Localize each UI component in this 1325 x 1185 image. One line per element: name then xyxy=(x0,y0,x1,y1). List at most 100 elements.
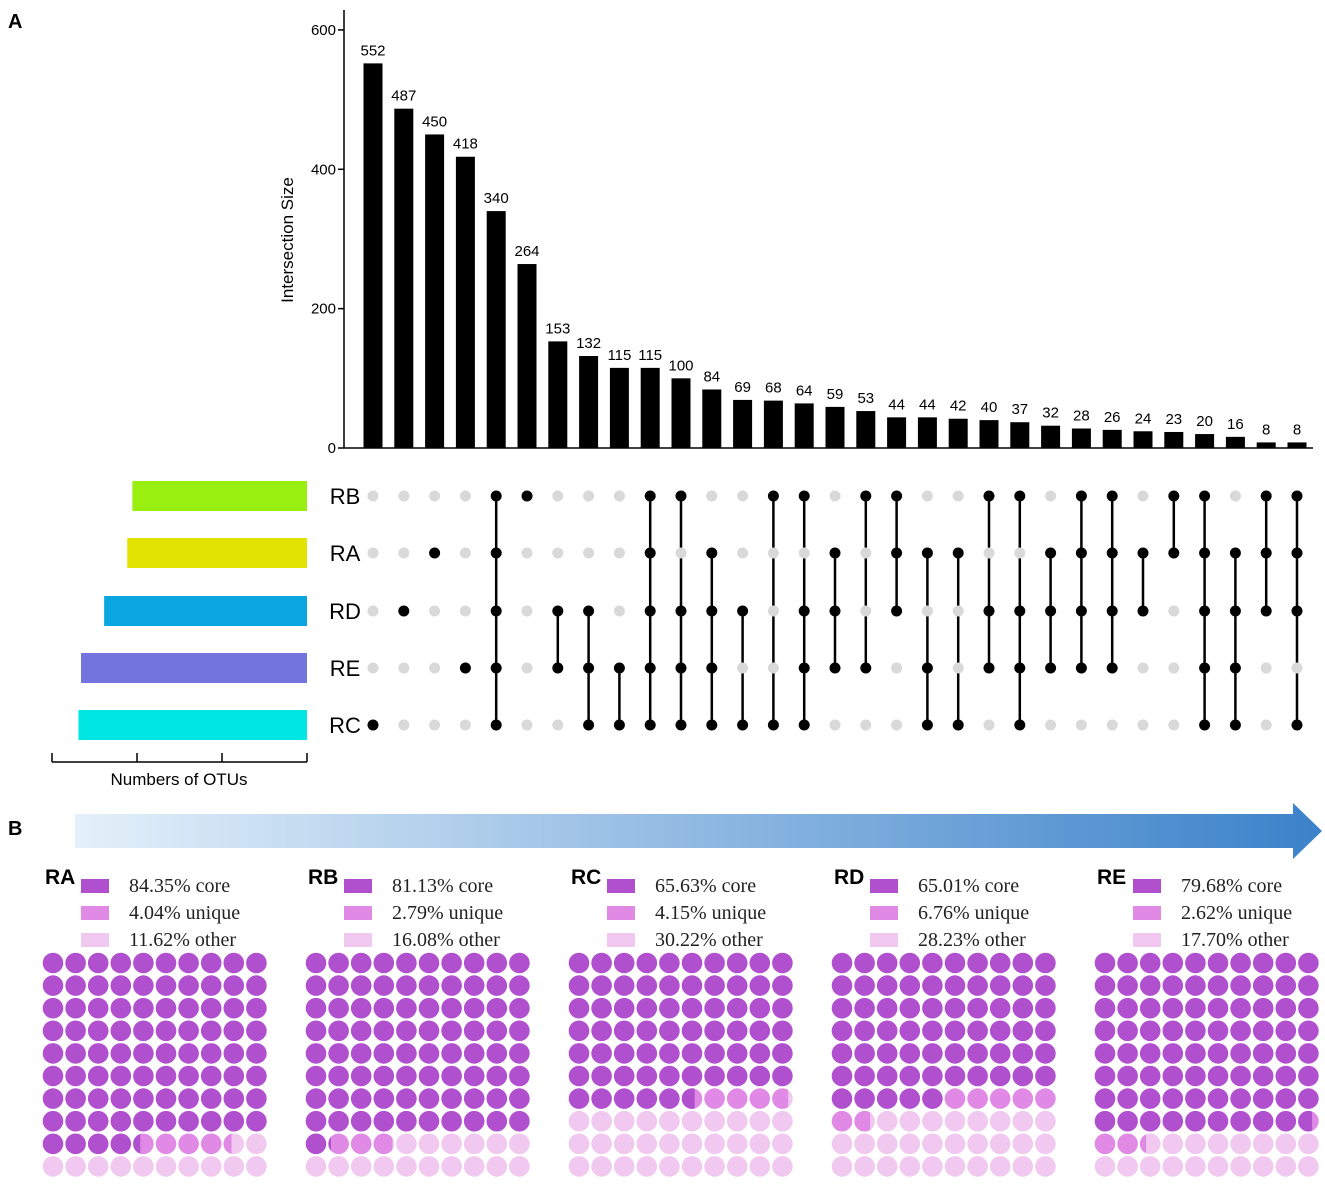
intersection-bar xyxy=(579,356,599,448)
inactive-dot xyxy=(1045,490,1057,502)
intersection-bar xyxy=(609,367,629,448)
active-dot xyxy=(1229,719,1241,731)
active-dot xyxy=(829,662,841,674)
waffle-dot-core xyxy=(178,1065,199,1087)
waffle-dot-core xyxy=(441,1088,462,1109)
waffle-dot-core xyxy=(772,997,793,1019)
waffle-dot-other xyxy=(636,1110,658,1132)
waffle-dot-split-part xyxy=(944,1096,945,1101)
waffle-dot-core xyxy=(568,1043,590,1064)
active-dot xyxy=(490,605,502,617)
waffle-dot-split-part xyxy=(223,1133,232,1154)
bar-value-label: 68 xyxy=(765,380,782,397)
bar-value-label: 24 xyxy=(1135,410,1152,427)
waffle-dot-core xyxy=(155,1088,177,1109)
waffle-dot-core xyxy=(1298,1043,1319,1064)
waffle-dot-other xyxy=(87,1156,109,1177)
waffle-dot-core xyxy=(1117,1110,1138,1132)
bar-value-label: 487 xyxy=(391,88,416,105)
waffle-dot-core xyxy=(1185,1110,1206,1132)
waffle-dot-core xyxy=(568,1020,590,1042)
waffle-dot-core xyxy=(726,975,748,996)
waffle-dot-core xyxy=(42,1110,64,1132)
set-label-ra: RA xyxy=(330,541,361,566)
waffle-dot-core xyxy=(831,1065,853,1087)
waffle-dot-other xyxy=(726,1156,748,1177)
waffle-dot-core xyxy=(831,1020,853,1042)
waffle-dot-other xyxy=(876,1110,898,1132)
waffle-dot-other xyxy=(854,1133,875,1155)
intersection-bar xyxy=(763,400,783,448)
waffle-dot-core xyxy=(726,1065,748,1087)
bar-value-label: 44 xyxy=(919,396,936,413)
waffle-dot-unique xyxy=(749,1088,771,1109)
waffle-dot-core xyxy=(65,1020,86,1042)
waffle-dot-core xyxy=(509,1043,530,1064)
inactive-dot xyxy=(921,490,933,502)
waffle-dot-core xyxy=(726,1020,748,1042)
waffle-dot-core xyxy=(486,952,508,974)
waffle-dot-core xyxy=(396,1043,417,1064)
waffle-dot-core xyxy=(246,1065,267,1087)
legend-swatch-unique xyxy=(870,906,898,920)
waffle-dot-unique xyxy=(350,1133,372,1155)
active-dot xyxy=(1106,662,1118,674)
waffle-dot-core xyxy=(591,1043,612,1064)
waffle-dot-core xyxy=(1139,997,1161,1019)
active-dot xyxy=(829,605,841,617)
bar-value-label: 42 xyxy=(950,398,967,415)
inactive-dot xyxy=(429,605,441,617)
waffle-dot-core xyxy=(246,1020,267,1042)
active-dot xyxy=(1014,662,1026,674)
waffle-dot-core xyxy=(110,1065,132,1087)
waffle-dot-core xyxy=(591,975,612,996)
inactive-dot xyxy=(1106,719,1118,731)
waffle-dot-other xyxy=(396,1133,417,1155)
waffle-dot-core xyxy=(659,1020,680,1042)
active-dot xyxy=(552,662,564,674)
waffle-dot-core xyxy=(613,1043,635,1064)
waffle-dot-core xyxy=(876,1088,898,1109)
waffle-dot-core xyxy=(1139,952,1161,974)
waffle-dot-core xyxy=(1185,1065,1206,1087)
waffle-dot-core xyxy=(1094,1043,1116,1064)
inactive-dot xyxy=(521,719,533,731)
waffle-dot-core xyxy=(350,1110,372,1132)
waffle-dot-core xyxy=(155,952,177,974)
intersection-bar xyxy=(917,417,937,448)
waffle-dot-core xyxy=(373,975,395,996)
waffle-dot-core xyxy=(305,1043,327,1064)
waffle-dot-other xyxy=(1298,1133,1319,1155)
waffle-dot-core xyxy=(1117,1043,1138,1064)
legend-swatch-other xyxy=(1133,933,1161,947)
waffle-dot-other xyxy=(42,1156,64,1177)
waffle-dot-other xyxy=(989,1156,1011,1177)
waffle-dot-other xyxy=(509,1133,530,1155)
inactive-dot xyxy=(367,490,379,502)
waffle-dot-core xyxy=(133,952,154,974)
intersection-bar xyxy=(1195,434,1215,448)
bar-value-label: 552 xyxy=(360,42,385,59)
waffle-dot-core xyxy=(486,1043,508,1064)
waffle-dot-core xyxy=(396,997,417,1019)
bar-value-label: 23 xyxy=(1165,411,1182,428)
waffle-dot-core xyxy=(328,1020,349,1042)
waffle-dot-other xyxy=(1139,1156,1161,1177)
waffle-dot-other xyxy=(396,1156,417,1177)
waffle-dot-core xyxy=(704,1065,725,1087)
waffle-dot-other xyxy=(944,1110,966,1132)
bar-value-label: 418 xyxy=(453,136,478,153)
waffle-dot-core xyxy=(1035,997,1056,1019)
bar-value-label: 340 xyxy=(484,190,509,207)
waffle-dot-core xyxy=(1162,975,1184,996)
bar-value-label: 84 xyxy=(703,368,720,385)
intersection-bar xyxy=(394,108,414,449)
waffle-dot-core xyxy=(1230,975,1251,996)
active-dot xyxy=(675,605,687,617)
set-size-axis-title: Numbers of OTUs xyxy=(111,770,248,789)
waffle-dot-other xyxy=(1094,1156,1116,1177)
active-dot xyxy=(459,662,471,674)
waffle-dot-core xyxy=(178,1043,199,1064)
inactive-dot xyxy=(706,490,718,502)
waffle-dot-core xyxy=(373,1043,395,1064)
